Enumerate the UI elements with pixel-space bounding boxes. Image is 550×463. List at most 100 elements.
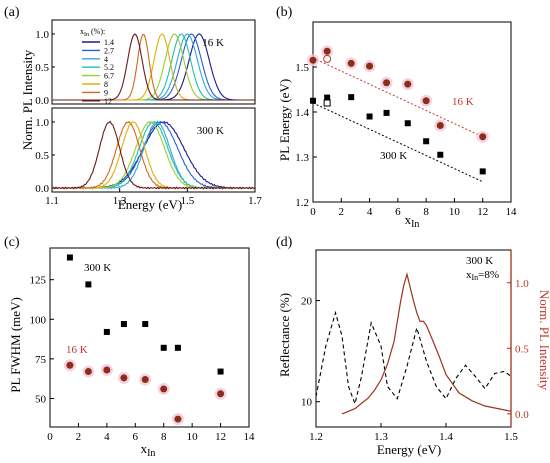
panel-b-300k-point [383,109,390,116]
panel-c-ytick-label: 75 [35,354,47,366]
panel-a-xtick-label: 1.7 [248,195,262,207]
panel-b-16k-point [366,62,374,70]
panel-c-300k-point [217,368,224,375]
panel-b-xtick-label: 8 [423,206,429,218]
panel-b-xtick-label: 12 [477,206,488,218]
panel-c-16k-point [141,375,149,383]
panel-b-ytick-label: 1.4 [295,107,309,119]
panel-b-16k-point [309,56,317,64]
panel-d-label: (d) [276,235,293,250]
panel-b-300k-point [437,151,444,158]
panel-c-16k-point [84,368,92,376]
panel-b-300k-label: 300 K [380,150,407,162]
panel-c-xtick-label: 14 [244,431,256,443]
panel-b-frame [312,21,512,203]
panel-a-legend-label: 9 [104,88,108,97]
panel-a-legend-label: 1.4 [104,38,114,47]
panel-a-legend-label: 12 [104,97,112,106]
panel-b-16k-point [404,80,412,88]
panel-a-legend-label: 8 [104,80,108,89]
panel-b-16k-point [347,59,355,67]
panel-b-open-square [323,99,331,107]
panel-a-ytick-label: 1.0 [35,117,49,129]
panel-c-16k-label: 16 K [66,344,88,356]
panel-b-300k-point [404,120,411,127]
panel-c-300k-point [142,321,149,328]
panel-c-300k-point [103,328,110,335]
panel-b-fit-line [312,57,483,138]
panel-d-ylabel: Reflectance (%) [277,293,292,377]
panel-a-ytick-label: 0.5 [35,62,49,74]
panel-a-ytick-label: 0.5 [35,150,49,162]
panel-b-ytick-label: 1.2 [295,197,309,209]
panel-c-300k-label: 300 K [84,262,111,274]
panel-c-16k-point [160,385,168,393]
panel-c-300k-point [66,254,73,261]
panel-a-spectrum [52,33,255,101]
panel-a-spectrum [51,120,256,190]
panel-c-xtick-label: 2 [76,431,82,443]
panel-d-annotation-xin: xIn=8% [466,269,499,282]
panel-b-xtick-label: 0 [310,206,316,218]
panel-c-16k-point [174,415,182,423]
panel-a-ytick-label: 0.0 [35,95,49,107]
panel-a-spectrum [51,120,256,190]
panel-a-xtick-label: 1.1 [45,195,59,207]
panel-c-300k-point [85,281,92,288]
panel-b-16k-label: 16 K [452,96,474,108]
panel-a-xlabel: Energy (eV) [118,197,182,212]
panel-b-xlabel: xIn [405,212,420,230]
panel-b-16k-point [422,97,430,105]
panel-b-300k-point [366,113,373,120]
panel-c-xtick-label: 10 [187,431,199,443]
panel-a-spectrum [51,121,256,190]
panel-d-ylabel-right: Norm. PL Intensity [537,290,550,391]
panel-b-16k-point [479,133,487,141]
panel-d-reflectance-line [315,310,512,406]
panel-b-300k-point [348,94,355,101]
panel-a-ytick-label: 0.0 [35,183,49,195]
panel-a-bottom-label: 300 K [197,125,224,137]
panel-c-300k-point [174,344,181,351]
panel-d-xtick-label: 1.3 [374,431,388,443]
panel-b-xtick-label: 6 [395,206,401,218]
panel-c-16k-point [217,390,225,398]
panel-d-xlabel: Energy (eV) [377,442,441,457]
panel-d-ytick-label: 20 [301,296,313,308]
panel-b-xtick-label: 14 [506,206,518,218]
panel-c-ytick-label: 125 [30,275,47,287]
panel-d-ytick-label: 10 [301,397,313,409]
panel-c-16k-point [103,366,111,374]
panel-a-legend-label: 6.7 [104,72,114,81]
panel-a-label: (a) [4,5,20,20]
panel-b-ytick-label: 1.5 [295,62,309,74]
panel-a-xtick-label: 1.3 [113,195,127,207]
panel-a-xtick-label: 1.5 [180,195,194,207]
panel-a-spectrum [51,120,256,190]
panel-a-legend-label: 2.7 [104,46,114,55]
panel-d-ytick-right-label: 0.5 [515,343,529,355]
panel-c-xtick-label: 8 [161,431,167,443]
panel-b-xtick-label: 2 [339,206,345,218]
panel-b-label: (b) [276,5,293,20]
panel-d-pl-line [341,271,512,415]
panel-c-ytick-label: 100 [30,314,47,326]
panel-d-ytick-right-label: 0.0 [515,409,529,421]
panel-d-xtick-label: 1.4 [439,431,453,443]
panel-b-ytick-label: 1.3 [295,152,309,164]
panel-c-xtick-label: 4 [104,431,110,443]
panel-a-ylabel: Norm. PL Intensity [20,49,35,150]
panel-b-xtick-label: 10 [449,206,461,218]
panel-a-legend-title: xIn (%): [80,27,105,38]
panel-a-legend-label: 4 [104,55,108,64]
panel-a-ytick-label: 1.0 [35,29,49,41]
panel-a-spectrum [51,120,256,190]
panel-c-xtick-label: 12 [215,431,226,443]
panel-a-spectrum [51,120,256,190]
panel-c-ylabel: PL FWHM (meV) [8,297,23,393]
panel-b-16k-point [323,47,331,55]
panel-c-16k-point [66,361,74,369]
panel-a-subplot-frame [51,107,256,193]
panel-c-xtick-label: 6 [133,431,139,443]
